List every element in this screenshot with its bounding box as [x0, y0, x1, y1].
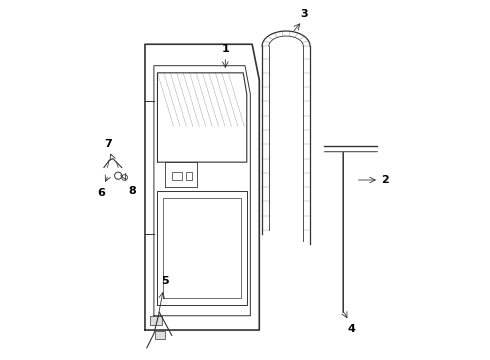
Text: 3: 3: [300, 9, 308, 19]
Text: 1: 1: [221, 44, 229, 54]
FancyBboxPatch shape: [150, 316, 162, 325]
Text: 5: 5: [161, 276, 169, 286]
Text: 4: 4: [347, 324, 355, 334]
FancyBboxPatch shape: [155, 331, 165, 339]
Text: 2: 2: [381, 175, 389, 185]
Text: 8: 8: [128, 186, 136, 196]
Text: 6: 6: [98, 188, 105, 198]
Text: 7: 7: [105, 139, 112, 149]
